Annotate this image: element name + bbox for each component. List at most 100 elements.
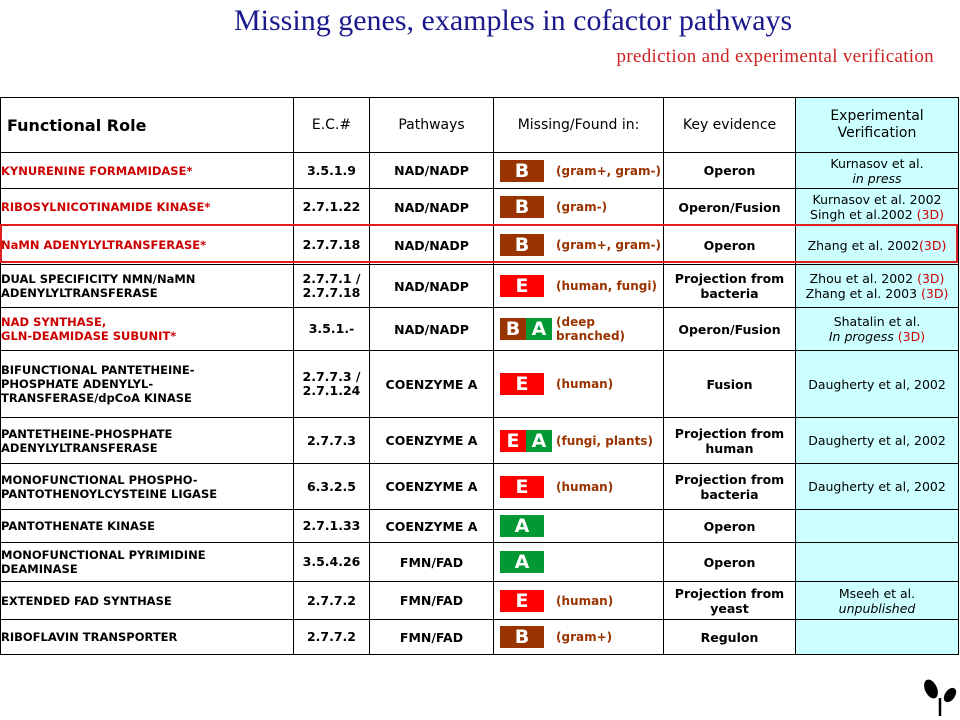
ec-number-cell: 3.5.1.9 (293, 152, 370, 189)
organism-note: (human) (554, 594, 613, 608)
table-row: MONOFUNCTIONAL PHOSPHO- PANTOTHENOYLCYSTE… (0, 463, 959, 510)
table-row: RIBOFLAVIN TRANSPORTER 2.7.7.2 FMN/FAD B (gr… (0, 619, 959, 655)
ec-number-text: 6.3.2.5 (306, 478, 357, 494)
ec-number-text: 2.7.1.24 (302, 383, 361, 398)
key-evidence-cell: Projection from bacteria (663, 264, 796, 308)
verification-text: Zhang et al. 2002 (807, 237, 920, 253)
key-evidence-cell: Operon (663, 152, 796, 189)
key-evidence-cell: Fusion (663, 350, 796, 418)
verification-cell: Daugherty et al, 2002 (795, 350, 959, 418)
genes-table: Functional Role E.C.# Pathways Missing/F… (0, 97, 959, 655)
verification-3d-tag: (3D) (919, 237, 947, 253)
organism-badge: E (500, 429, 526, 452)
ec-number-text: 2.7.7.18 (302, 237, 361, 252)
table-row: KYNURENINE FORMAMIDASE* 3.5.1.9 NAD/NADP B (… (0, 152, 959, 189)
verification-text: Daugherty et al, 2002 (808, 433, 946, 448)
verification-cell: Daugherty et al, 2002 (795, 463, 959, 510)
key-evidence-cell: Operon/Fusion (663, 188, 796, 226)
verification-3d-tag: (3D) (921, 286, 949, 301)
key-evidence-text: Operon/Fusion (678, 199, 781, 215)
pathway-cell: FMN/FAD (369, 619, 494, 655)
organism-note: (human) (554, 480, 613, 494)
organism-note-text: (gram-) (556, 200, 608, 214)
organism-note: (gram+) (554, 630, 612, 644)
functional-role-text: MONOFUNCTIONAL PHOSPHO- (1, 472, 198, 487)
ec-number-cell: 2.7.1.22 (293, 188, 370, 226)
missing-found-cell: E A (fungi, plants) (493, 417, 664, 464)
functional-role-text: PANTOTHENOYLCYSTEINE LIGASE (1, 486, 218, 501)
table-row: PANTOTHENATE KINASE 2.7.1.33 COENZYME A A Op… (0, 509, 959, 543)
verification-cell: Kurnasov et al. in press (795, 152, 959, 189)
organism-note: (deep branched) (554, 315, 625, 343)
verification-cell (795, 619, 959, 655)
header-ec: E.C.# (293, 97, 370, 153)
pathway-cell: FMN/FAD (369, 542, 494, 582)
key-evidence-text: Fusion (706, 376, 753, 392)
functional-role-text: RIBOSYLNICOTINAMIDE KINASE* (1, 200, 211, 214)
organism-note: (gram+, gram-) (554, 164, 661, 178)
functional-role-text: ADENYLYLTRANSFERASE (1, 440, 158, 455)
pathway-text: FMN/FAD (399, 554, 464, 570)
table-row: BIFUNCTIONAL PANTETHEINE- PHOSPHATE ADENY… (0, 350, 959, 418)
key-evidence-cell: Operon (663, 509, 796, 543)
functional-role-text: EXTENDED FAD SYNTHASE (1, 593, 172, 608)
ec-number-text: 2.7.1.33 (302, 518, 361, 533)
pathway-text: NAD/NADP (394, 278, 469, 294)
functional-role-text: DEAMINASE (1, 562, 78, 576)
functional-role-text: BIFUNCTIONAL PANTETHEINE- (1, 363, 195, 377)
table-row: MONOFUNCTIONAL PYRIMIDINE DEAMINASE 3.5.4.… (0, 542, 959, 582)
functional-role-cell: EXTENDED FAD SYNTHASE (0, 581, 294, 620)
pathway-text: COENZYME A (385, 376, 478, 392)
table-row: DUAL SPECIFICITY NMN/NaMN ADENYLYLTRANSFE… (0, 264, 959, 308)
verification-cell: Zhou et al. 2002 (3D) Zhang et al. 2003 (… (795, 264, 959, 308)
verification-cell: Mseeh et al. unpublished (795, 581, 959, 620)
ec-number-text: 2.7.7.3 / (302, 369, 361, 384)
organism-badge: E (500, 589, 544, 612)
organism-note-text: (human, fungi) (556, 279, 657, 293)
organism-note: (gram+, gram-) (554, 238, 661, 252)
functional-role-cell: RIBOSYLNICOTINAMIDE KINASE* (0, 188, 294, 226)
organism-badge: E (500, 475, 544, 498)
verification-3d-tag: (3D) (916, 207, 944, 222)
organism-badge: E (500, 373, 544, 395)
verification-text: Kurnasov et al. (830, 155, 924, 171)
verification-cell: Kurnasov et al. 2002 Singh et al.2002 (3D… (795, 188, 959, 226)
pathway-text: COENZYME A (385, 433, 478, 448)
key-evidence-text: Projection from (674, 471, 785, 487)
highlight-frame (0, 224, 958, 263)
table-row: NAD SYNTHASE, GLN-DEAMIDASE SUBUNIT* 3.5.1… (0, 307, 959, 351)
ec-number-cell: 3.5.4.26 (293, 542, 370, 582)
ec-number-text: 2.7.7.1 / (302, 271, 361, 286)
functional-role-text: DUAL SPECIFICITY NMN/NaMN (1, 272, 196, 286)
ec-number-cell: 2.7.7.18 (293, 225, 370, 265)
organism-note-text: (gram+) (556, 630, 613, 644)
organism-note-text: (gram+, gram-) (556, 163, 661, 178)
organism-note: (gram-) (554, 200, 607, 214)
functional-role-cell: PANTETHEINE-PHOSPHATE ADENYLYLTRANSFERASE (0, 417, 294, 464)
key-evidence-text: Operon (703, 554, 756, 570)
pathway-text: NAD/NADP (394, 163, 469, 178)
key-evidence-text: Operon (703, 163, 756, 178)
organism-badge: B (500, 234, 544, 256)
organism-badge: B (500, 159, 544, 182)
table-row: EXTENDED FAD SYNTHASE 2.7.7.2 FMN/FAD E (hum… (0, 581, 959, 620)
slide-subtitle: prediction and experimental verification (616, 46, 934, 67)
missing-found-cell: A (493, 542, 664, 582)
organism-badge: A (526, 318, 552, 340)
pathway-cell: NAD/NADP (369, 264, 494, 308)
header-verification: Experimental Verification (795, 97, 959, 153)
verification-text: Zhang et al. 2003 (805, 286, 922, 301)
functional-role-text: ADENYLYLTRANSFERASE (1, 286, 158, 300)
ec-number-cell: 2.7.7.2 (293, 619, 370, 655)
functional-role-cell: RIBOFLAVIN TRANSPORTER (0, 619, 294, 655)
functional-role-text: PHOSPHATE ADENYLYL- (1, 377, 154, 391)
functional-role-text: RIBOFLAVIN TRANSPORTER (1, 630, 178, 644)
pathway-cell: COENZYME A (369, 350, 494, 418)
key-evidence-text: Regulon (700, 629, 759, 645)
key-evidence-text: bacteria (700, 286, 759, 301)
ec-number-text: 3.5.1.- (308, 321, 355, 336)
functional-role-cell: NaMN ADENYLYLTRANSFERASE* (0, 225, 294, 265)
functional-role-cell: BIFUNCTIONAL PANTETHEINE- PHOSPHATE ADENY… (0, 350, 294, 418)
table-row: NaMN ADENYLYLTRANSFERASE* 2.7.7.18 NAD/NAD… (0, 225, 959, 265)
organism-badge: A (500, 515, 544, 537)
